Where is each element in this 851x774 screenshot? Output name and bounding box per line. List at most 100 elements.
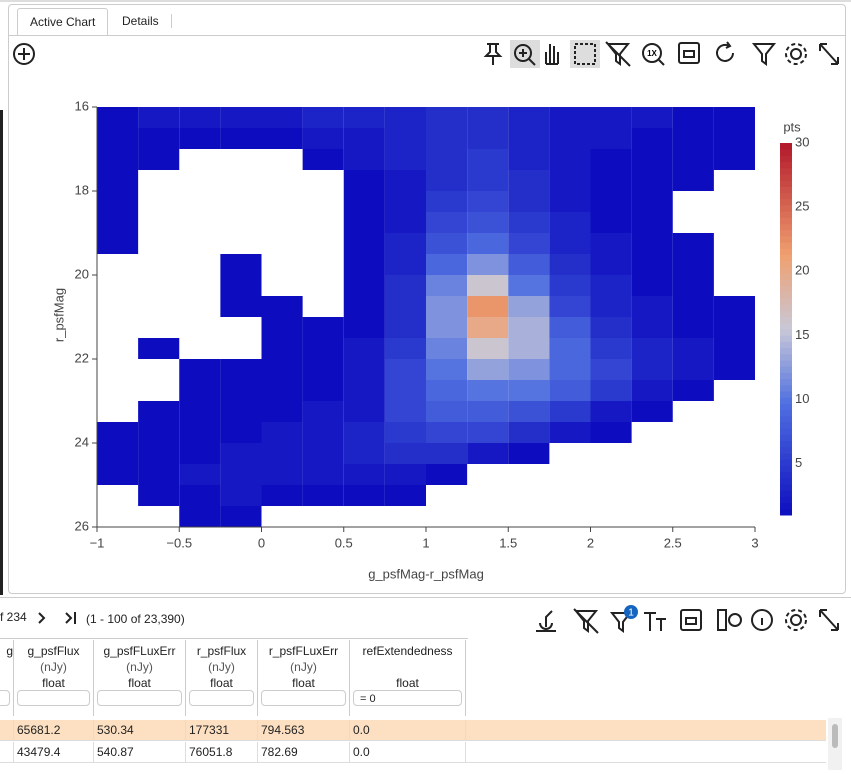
scroll-thumb[interactable] xyxy=(832,724,838,748)
save[interactable] xyxy=(678,42,700,64)
left-edge xyxy=(0,110,3,595)
heatmap-cell xyxy=(631,149,673,170)
pin[interactable] xyxy=(483,43,503,65)
heatmap-cell xyxy=(672,338,714,359)
column-filter[interactable] xyxy=(17,690,90,706)
add-chart[interactable] xyxy=(13,43,35,65)
column-name: g xyxy=(6,644,13,658)
colorbar-segment xyxy=(780,329,792,336)
column-filter[interactable]: = 0 xyxy=(353,690,462,706)
column-filter[interactable] xyxy=(0,690,10,706)
heatmap-cell xyxy=(179,128,221,149)
x-tick-label: −1 xyxy=(90,535,105,550)
heatmap-cell xyxy=(179,443,221,464)
table-row[interactable] xyxy=(0,742,826,763)
heatmap-cell xyxy=(220,296,262,317)
heatmap-cell xyxy=(343,149,385,170)
info[interactable] xyxy=(751,609,773,631)
heatmap-cell xyxy=(508,338,550,359)
heatmap-cell xyxy=(508,170,550,191)
pager-next[interactable] xyxy=(38,612,76,624)
heatmap-cell xyxy=(631,107,673,128)
heatmap-cell xyxy=(590,275,632,296)
tab[interactable]: Active Chart xyxy=(17,8,109,36)
table-toolbar: 1 xyxy=(536,605,839,634)
heatmap-cell xyxy=(467,443,509,464)
table-cell: 530.34 xyxy=(94,720,186,740)
filter[interactable] xyxy=(751,43,777,66)
heatmap-cell xyxy=(672,149,714,170)
y-axis-title: r_psfMag xyxy=(51,288,66,342)
heatmap-cell xyxy=(549,296,591,317)
table-cell: 43479.4 xyxy=(14,742,94,762)
y-tick-label: 16 xyxy=(75,98,89,113)
heatmap-cell xyxy=(426,233,468,254)
heatmap-cell xyxy=(426,422,468,443)
heatmap-cell xyxy=(302,317,344,338)
tab[interactable]: Details xyxy=(110,14,172,28)
colorbar-segment xyxy=(780,353,792,361)
header-top xyxy=(0,638,468,639)
y-tick-label: 20 xyxy=(75,266,89,281)
select[interactable] xyxy=(574,43,596,65)
expand[interactable] xyxy=(819,609,839,631)
heatmap-cell xyxy=(138,149,180,170)
table-cell: 782.69 xyxy=(258,742,350,762)
heatmap-cell xyxy=(426,170,468,191)
column-header: r_psfFLuxErr (nJy) float xyxy=(258,640,350,716)
heatmap-cell xyxy=(467,380,509,401)
heatmap-cell xyxy=(220,275,262,296)
heatmap-cell xyxy=(467,338,509,359)
heatmap-cell xyxy=(261,422,303,443)
settings[interactable] xyxy=(785,43,807,65)
column-filter[interactable] xyxy=(261,690,346,706)
table-row[interactable] xyxy=(0,720,826,741)
heatmap-cell xyxy=(467,149,509,170)
heatmap-cell xyxy=(631,338,673,359)
heatmap-cell xyxy=(343,254,385,275)
filter-clear[interactable] xyxy=(605,41,631,67)
y-tick-label: 26 xyxy=(75,518,89,533)
heatmap-cell xyxy=(672,170,714,191)
column-filter[interactable] xyxy=(189,690,254,706)
heatmap-cell xyxy=(220,128,262,149)
column-name: g_psfFLuxErr xyxy=(103,644,176,658)
heatmap-cell xyxy=(426,380,468,401)
chart: −1 −0.5 0 0.5 1 1.5 2 2.5 3 16 18 20 22 24 26 g_psfMag-… xyxy=(51,98,809,581)
add-column[interactable] xyxy=(717,609,742,631)
column-filter[interactable] xyxy=(97,690,182,706)
heatmap-cell xyxy=(220,485,262,506)
colorbar-segment xyxy=(780,372,792,380)
heatmap-cell xyxy=(590,212,632,233)
heatmap-cell xyxy=(426,254,468,275)
heatmap-cell xyxy=(220,380,262,401)
heatmap-cell xyxy=(384,212,426,233)
expand[interactable] xyxy=(819,43,839,65)
heatmap-cell xyxy=(549,422,591,443)
pager-nav xyxy=(38,612,76,624)
heatmap-cell xyxy=(384,359,426,380)
heatmap-cell xyxy=(97,422,139,443)
heatmap-cell xyxy=(590,296,632,317)
filter-clear[interactable] xyxy=(573,608,599,634)
heatmap-cell xyxy=(138,443,180,464)
chart-icon[interactable] xyxy=(536,610,556,632)
heatmap-cell xyxy=(384,401,426,422)
heatmap-cell xyxy=(384,464,426,485)
column-header: refExtendedness float = 0 xyxy=(350,640,466,716)
save[interactable] xyxy=(680,609,702,631)
column-unit: (nJy) xyxy=(126,660,153,674)
x-tick-label: −0.5 xyxy=(166,535,192,550)
heatmap-cell xyxy=(343,128,385,149)
settings[interactable] xyxy=(785,609,807,631)
heatmap-cell xyxy=(631,275,673,296)
tab-line xyxy=(8,35,846,36)
scrollbar[interactable] xyxy=(828,718,842,770)
colorbar-segment xyxy=(780,384,792,392)
text-view[interactable] xyxy=(644,612,666,631)
heatmap-cell xyxy=(220,107,262,128)
pan[interactable] xyxy=(545,44,559,65)
restore[interactable] xyxy=(716,41,734,62)
zoom[interactable] xyxy=(514,44,536,66)
zoom-1x[interactable] xyxy=(642,43,665,66)
